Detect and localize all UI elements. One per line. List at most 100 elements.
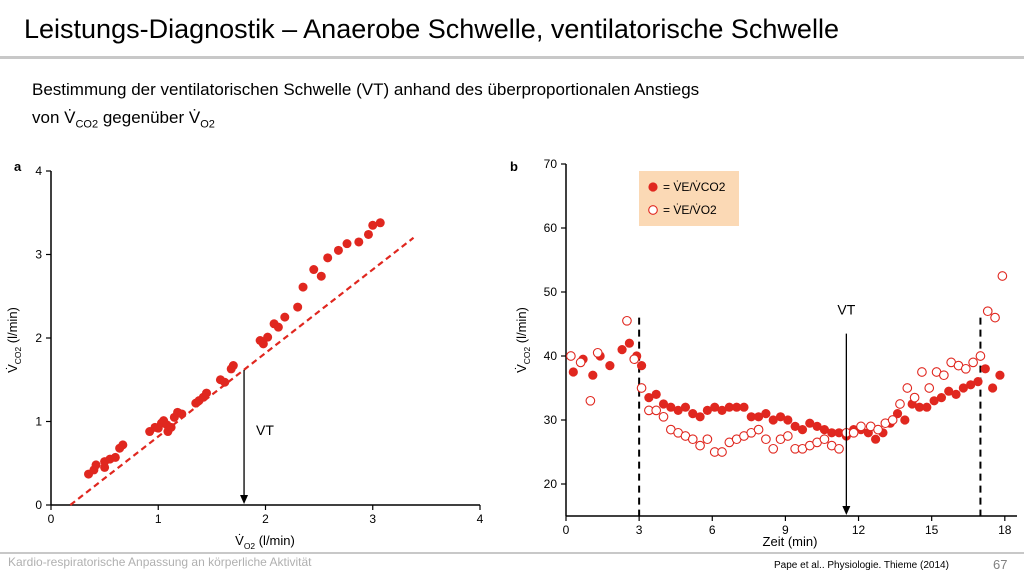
y-tick-label: 40: [544, 349, 558, 363]
data-point-vevco2: [783, 415, 793, 425]
data-point-vevco2: [797, 425, 808, 435]
title-divider: [0, 56, 1024, 59]
data-point-vevco2: [717, 405, 727, 415]
data-point-vevo2: [873, 424, 883, 435]
data-point-vevco2: [680, 402, 691, 412]
data-point-vevo2: [887, 415, 898, 425]
footer-divider: [0, 552, 1024, 554]
subtitle-line-1: Bestimmung der ventilatorischen Schwelle…: [32, 80, 700, 99]
y-tick-label: 20: [544, 477, 558, 491]
legend-marker-filled: [648, 182, 658, 192]
data-point-vevco2: [988, 383, 998, 393]
y-tick-label: 60: [544, 221, 558, 235]
x-tick-label: 12: [852, 523, 866, 537]
subtitle-line-2: von V̇CO2 gegenüber V̇O2: [32, 108, 215, 130]
data-point-vevo2: [939, 370, 949, 381]
data-point-vevo2: [917, 367, 927, 377]
data-point-vevo2: [848, 427, 859, 438]
panel-label-a: a: [14, 159, 22, 174]
data-point-vevco2: [812, 421, 822, 431]
x-tick-label: 18: [998, 523, 1012, 537]
data-point-vevco2: [588, 370, 598, 380]
x-tick-label: 2: [262, 512, 269, 526]
y-tick-label: 70: [544, 157, 558, 171]
data-point: [202, 388, 212, 398]
data-point-vevco2: [775, 412, 786, 422]
data-point: [258, 339, 268, 349]
y-axis-label: V̇CO2 (l/min): [5, 307, 23, 373]
y-tick-label: 30: [544, 413, 558, 427]
data-point-vevco2: [900, 415, 910, 425]
data-point: [280, 312, 290, 322]
data-point-vevo2: [782, 431, 793, 441]
data-point-vevco2: [732, 402, 742, 412]
data-point: [368, 220, 378, 230]
data-point: [363, 229, 373, 239]
data-point-vevco2: [710, 402, 720, 412]
data-point-vevco2: [871, 434, 881, 444]
data-point-vevo2: [819, 434, 830, 445]
data-point-vevco2: [644, 393, 654, 403]
panel-label-b: b: [510, 159, 518, 174]
data-point-vevco2: [827, 428, 837, 438]
y-tick-label: 2: [35, 331, 42, 345]
x-tick-label: 9: [782, 523, 789, 537]
data-point: [309, 265, 319, 275]
data-point-vevco2: [761, 409, 771, 419]
data-point-vevco2: [605, 361, 615, 371]
data-point-vevco2: [929, 396, 939, 406]
data-point-vevco2: [673, 405, 683, 415]
data-point: [342, 239, 352, 249]
data-point-vevco2: [617, 345, 627, 355]
data-point: [166, 422, 176, 432]
trend-line: [69, 236, 415, 506]
data-point-vevco2: [790, 421, 800, 431]
data-point-vevo2: [997, 271, 1008, 281]
data-point: [354, 237, 364, 247]
footer-citation: Pape et al.. Physiologie. Thieme (2014): [774, 560, 949, 571]
data-point: [263, 332, 273, 342]
data-point: [375, 218, 385, 228]
data-point-vevo2: [651, 405, 662, 416]
chart-a: a 0 1 2 3 4 0 1 2 3 4 VT V̇O2 (l/min) V̇CO2 (l/min): [5, 159, 484, 551]
data-point-vevco2: [944, 386, 954, 396]
data-point-vevo2: [622, 315, 632, 326]
footer-course-title: Kardio-respiratorische Anpassung an körp…: [8, 555, 312, 569]
data-point-vevco2: [746, 412, 756, 422]
x-tick-label: 0: [48, 512, 55, 526]
x-tick-label: 6: [709, 523, 716, 537]
data-point: [298, 282, 308, 292]
x-tick-label: 15: [925, 523, 939, 537]
data-point-vevco2: [995, 370, 1005, 380]
x-tick-label: 1: [155, 512, 162, 526]
data-point: [316, 271, 326, 281]
data-point-vevo2: [717, 447, 727, 457]
data-point-vevco2: [819, 425, 830, 435]
y-tick-label: 50: [544, 285, 558, 299]
slide-title: Leistungs-Diagnostik – Anaerobe Schwelle…: [24, 14, 839, 44]
data-point: [228, 361, 238, 371]
vt-annotation: VT: [256, 422, 274, 438]
data-point-vevco2: [688, 409, 698, 419]
y-axis-label: V̇CO2 (l/min): [514, 307, 532, 373]
data-point-vevco2: [624, 338, 634, 348]
x-axis-label: V̇O2 (l/min): [235, 533, 295, 551]
data-point-vevco2: [958, 383, 968, 393]
data-point-vevco2: [936, 393, 947, 403]
data-point-vevco2: [768, 415, 778, 425]
data-point-vevco2: [724, 402, 734, 412]
data-point: [91, 460, 101, 470]
data-point-vevo2: [687, 434, 698, 445]
data-point-vevco2: [951, 389, 961, 399]
vt-annotation: VT: [837, 301, 855, 317]
x-tick-label: 3: [636, 523, 643, 537]
page-number: 67: [993, 557, 1008, 572]
data-point-vevco2: [834, 428, 844, 438]
data-point-vevo2: [768, 443, 779, 454]
y-tick-label: 3: [35, 248, 42, 262]
data-point-vevo2: [629, 354, 640, 365]
data-point-vevo2: [695, 440, 705, 451]
y-tick-label: 0: [35, 498, 42, 512]
vt-arrow-head: [240, 495, 249, 504]
data-point-vevo2: [975, 351, 986, 361]
